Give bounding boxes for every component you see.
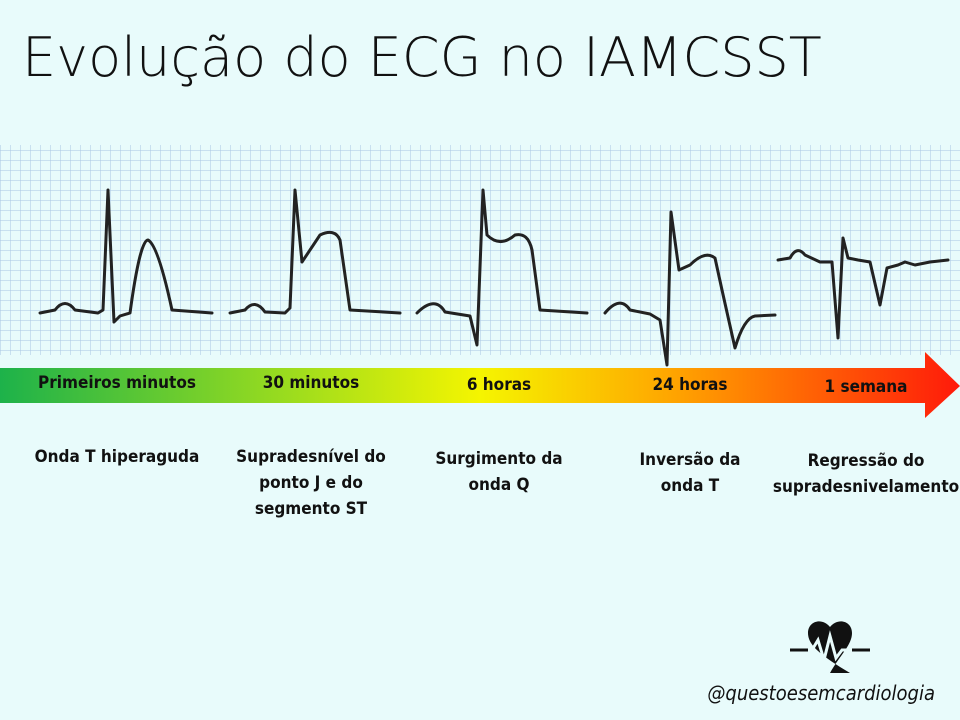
- stage-description: Inversão da: [640, 450, 741, 470]
- stage-time: 30 minutos: [263, 373, 360, 393]
- stage-description: Regressão do: [808, 451, 925, 471]
- stage-time: Primeiros minutos: [38, 373, 196, 393]
- stage-time: 1 semana: [825, 377, 908, 397]
- ecg-trace: [776, 236, 950, 340]
- stage-description: ponto J e do: [259, 473, 363, 493]
- ecg-trace: [415, 188, 589, 347]
- title: Evolução do ECG no IAMCSST: [22, 26, 822, 89]
- ecg-trace: [228, 188, 402, 315]
- stages: Primeiros minutos Onda T hiperaguda 30 min…: [35, 373, 959, 519]
- stage-description: supradesnivelamento: [773, 477, 959, 497]
- handle: @questoesemcardiologia: [707, 681, 935, 705]
- ecg-trace: [603, 210, 777, 367]
- stage-description: Surgimento da: [435, 449, 562, 469]
- stage-description: Supradesnível do: [236, 447, 386, 467]
- stage-description: Onda T hiperaguda: [35, 447, 200, 467]
- stage-description: segmento ST: [255, 499, 368, 519]
- stage-description: onda Q: [469, 475, 530, 495]
- stage-time: 6 horas: [467, 375, 531, 395]
- ecg-trace: [38, 188, 214, 324]
- timeline-arrow: [0, 352, 960, 418]
- ecg-traces: [38, 188, 950, 367]
- stage-description: onda T: [661, 476, 720, 496]
- stage-time: 24 horas: [653, 375, 728, 395]
- logo: [790, 621, 870, 673]
